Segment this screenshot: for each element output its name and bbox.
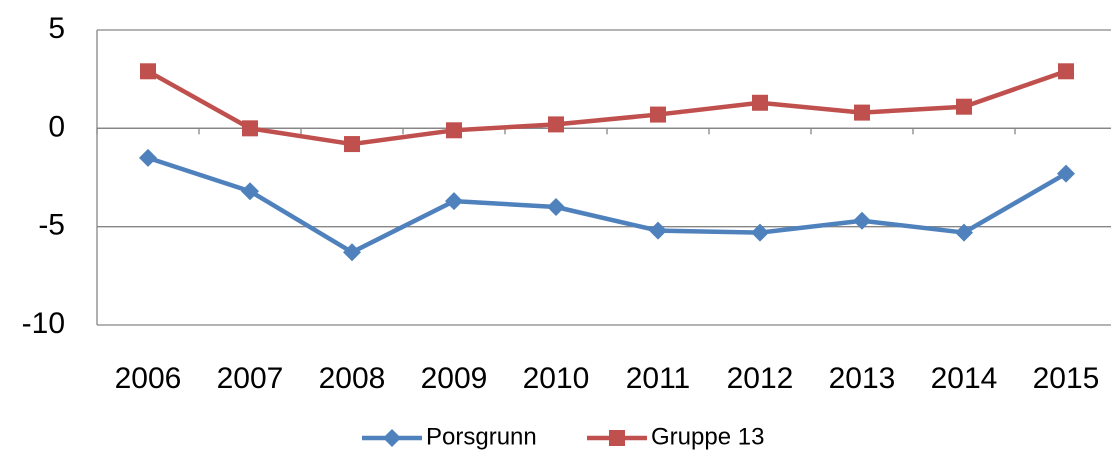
- marker: [241, 182, 259, 201]
- marker: [650, 106, 666, 123]
- x-tick-label: 2011: [626, 362, 691, 395]
- marker: [548, 116, 564, 133]
- x-tick-label: 2009: [421, 362, 488, 395]
- marker: [343, 243, 361, 262]
- marker: [242, 120, 258, 137]
- marker: [383, 429, 401, 447]
- marker: [344, 136, 360, 153]
- series-line: [147, 155, 1068, 255]
- y-tick-label: -10: [22, 307, 65, 340]
- x-tick-label: 2015: [1033, 362, 1100, 395]
- marker: [853, 211, 871, 230]
- x-tick-label: 2008: [319, 362, 386, 395]
- series-line: [146, 69, 1067, 147]
- marker: [955, 223, 973, 242]
- marker: [752, 94, 768, 111]
- legend-item: Gruppe 13: [587, 423, 764, 450]
- marker: [547, 198, 565, 216]
- marker: [446, 122, 462, 139]
- marker: [1058, 63, 1074, 80]
- legend-label: Gruppe 13: [651, 423, 764, 450]
- marker: [649, 221, 667, 240]
- x-tick-label: 2010: [523, 362, 590, 395]
- legend-label: Porsgrunn: [426, 423, 537, 450]
- y-tick-label: 0: [48, 110, 65, 143]
- y-tick-label: -5: [38, 209, 65, 242]
- marker: [751, 223, 769, 242]
- legend-item: Porsgrunn: [362, 423, 537, 450]
- marker: [1057, 164, 1075, 183]
- x-tick-label: 2013: [829, 362, 896, 395]
- x-tick-label: 2012: [727, 362, 794, 395]
- x-tick-label: 2007: [217, 362, 284, 395]
- marker: [854, 104, 870, 121]
- marker: [139, 148, 157, 167]
- marker: [140, 63, 156, 80]
- x-tick-label: 2006: [115, 362, 182, 395]
- marker: [609, 430, 625, 446]
- marker: [956, 98, 972, 115]
- marker: [445, 192, 463, 211]
- y-tick-label: 5: [48, 12, 65, 45]
- x-tick-label: 2014: [931, 362, 998, 395]
